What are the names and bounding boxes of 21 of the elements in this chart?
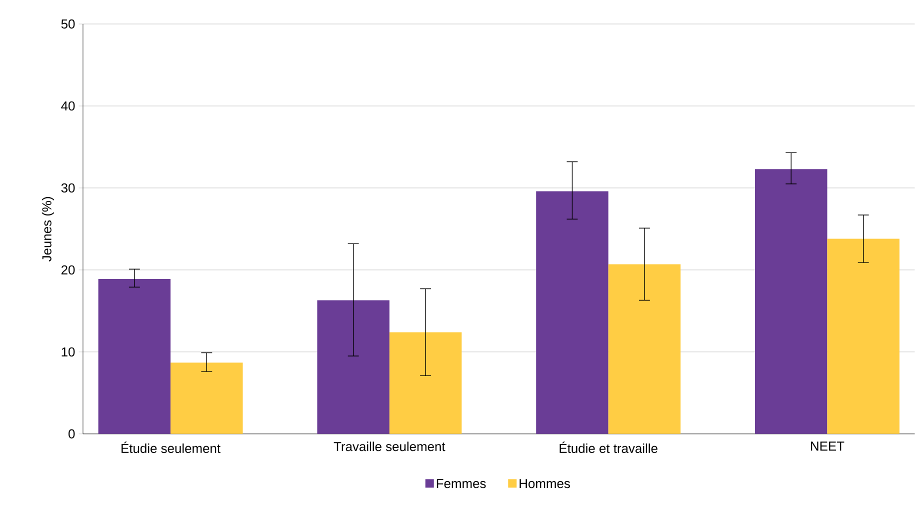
bar bbox=[170, 362, 243, 434]
bar bbox=[755, 169, 828, 434]
bar bbox=[827, 238, 900, 434]
x-tick-label: Étudie et travaille bbox=[560, 442, 658, 454]
legend-label: Femmes bbox=[436, 479, 486, 488]
y-tick-label: 50 bbox=[61, 19, 75, 29]
y-tick-label: 0 bbox=[68, 429, 75, 439]
y-tick-label: 40 bbox=[61, 101, 75, 111]
x-tick-label: Travaille seulement bbox=[334, 442, 446, 452]
legend-label: Hommes bbox=[520, 479, 570, 488]
y-tick-label: 10 bbox=[62, 347, 75, 357]
bar bbox=[389, 332, 462, 434]
y-tick-label: 30 bbox=[61, 183, 75, 193]
bar bbox=[98, 279, 171, 434]
bar bbox=[608, 264, 681, 434]
x-tick-label: NEET bbox=[811, 442, 844, 451]
x-tick-label: Étudie seulement bbox=[122, 442, 220, 454]
y-axis-title: Jeunes (%) bbox=[42, 197, 54, 262]
y-tick-label: 20 bbox=[61, 265, 75, 275]
bar bbox=[536, 191, 608, 434]
bar bbox=[317, 300, 390, 434]
